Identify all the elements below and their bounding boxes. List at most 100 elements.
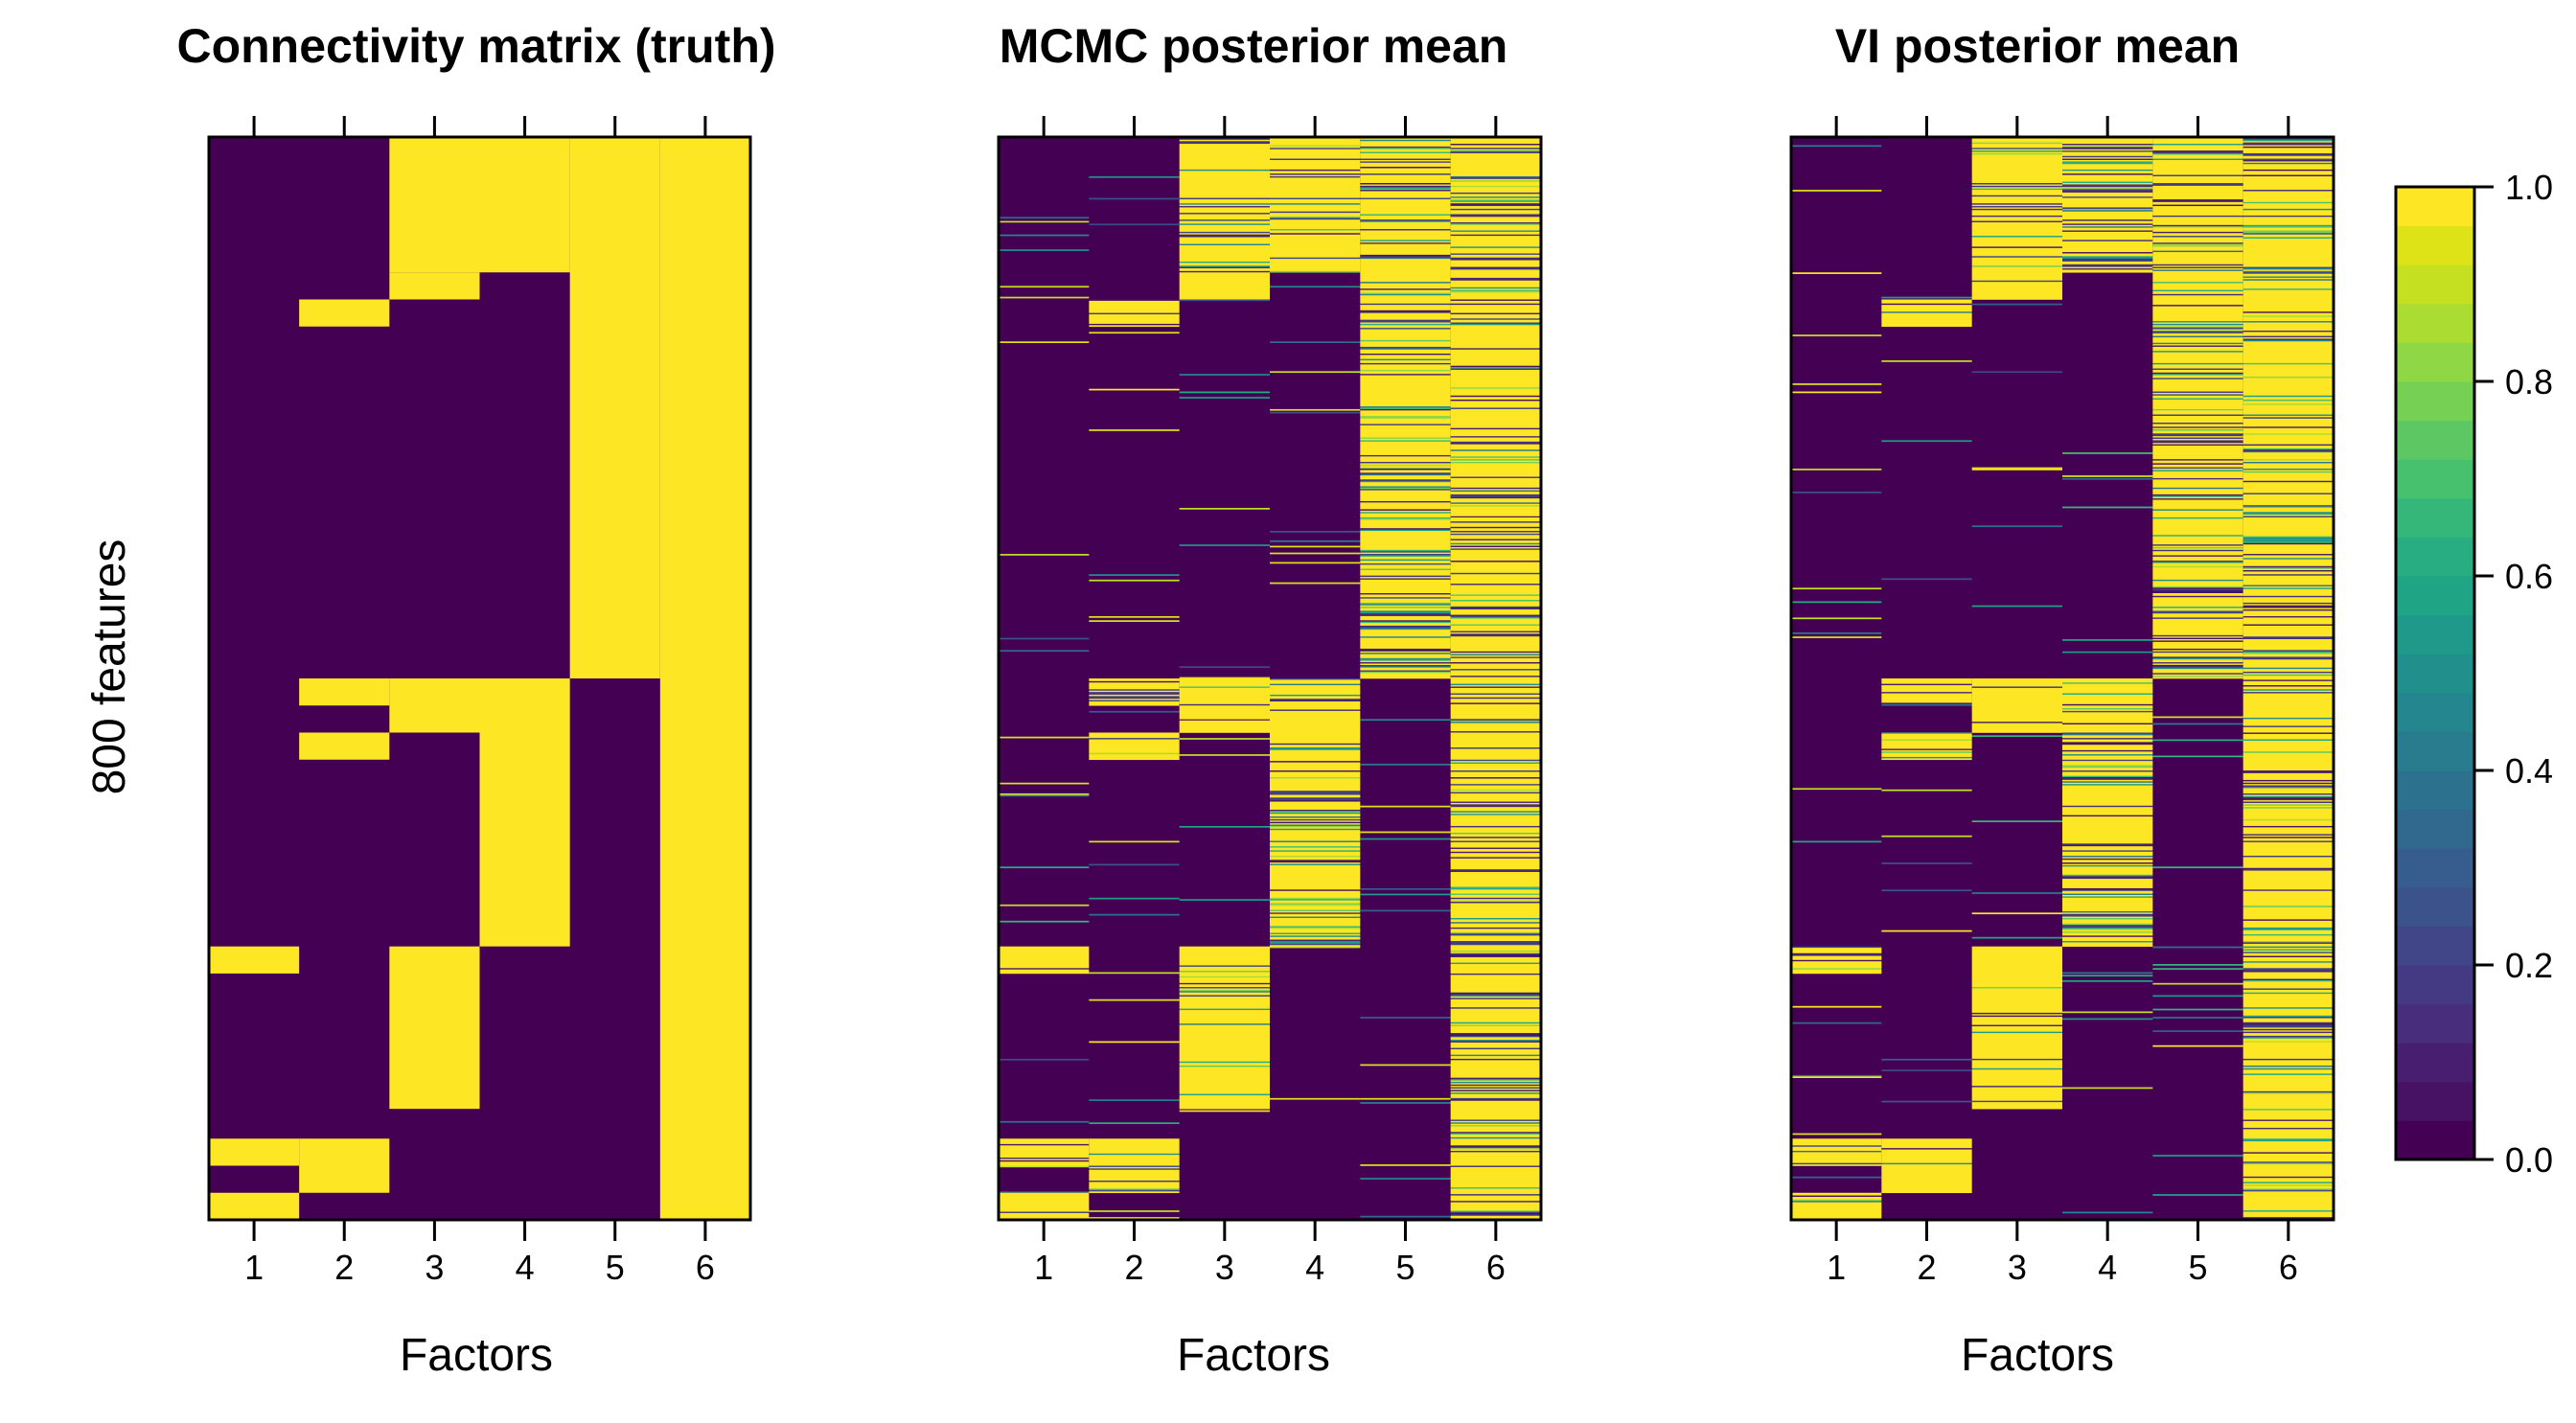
heatmap-cell bbox=[1270, 909, 1361, 912]
heatmap-cell bbox=[2242, 480, 2334, 483]
heatmap-cell bbox=[2242, 625, 2334, 637]
heatmap-cell bbox=[1450, 181, 1541, 187]
heatmap-cell bbox=[2242, 673, 2334, 676]
heatmap-cell bbox=[2152, 673, 2243, 676]
heatmap-cell bbox=[1971, 144, 2062, 149]
heatmap-cell bbox=[1450, 1081, 1541, 1084]
heatmap-cell bbox=[1360, 831, 1451, 834]
heatmap-cell bbox=[1270, 679, 1361, 684]
heatmap-cell bbox=[2242, 433, 2334, 436]
heatmap-cell bbox=[2152, 217, 2243, 226]
heatmap-cell bbox=[2152, 264, 2243, 266]
heatmap-cell bbox=[1881, 739, 1972, 742]
heatmap-cell bbox=[1089, 1189, 1180, 1192]
heatmap-cell bbox=[1089, 1138, 1180, 1155]
heatmap-cell bbox=[1450, 945, 1541, 952]
heatmap-cell bbox=[1270, 160, 1361, 171]
heatmap-cell bbox=[1360, 552, 1451, 555]
heatmap-cell bbox=[1270, 792, 1361, 794]
heatmap-cell bbox=[2062, 815, 2153, 817]
colorbar-swatch bbox=[2396, 537, 2474, 577]
heatmap-cell bbox=[2242, 808, 2334, 820]
heatmap-cell bbox=[1791, 968, 1882, 970]
heatmap-cell bbox=[1450, 722, 1541, 723]
heatmap-cell bbox=[1450, 1100, 1541, 1120]
heatmap-cell bbox=[1360, 161, 1451, 164]
heatmap-cell bbox=[1360, 254, 1451, 257]
heatmap-cell bbox=[1179, 265, 1270, 267]
heatmap-cell bbox=[2242, 801, 2334, 804]
heatmap-cell bbox=[2062, 241, 2153, 253]
heatmap-cell bbox=[1270, 770, 1361, 772]
heatmap-cell bbox=[2242, 752, 2334, 771]
heatmap-cell bbox=[2242, 650, 2334, 653]
heatmap-cell bbox=[1450, 1080, 1541, 1083]
colorbar-tick-label: 0.4 bbox=[2505, 751, 2553, 791]
heatmap-cell bbox=[2242, 605, 2334, 608]
heatmap-cell bbox=[1450, 748, 1541, 761]
heatmap-cell bbox=[1450, 1165, 1541, 1168]
heatmap-cell bbox=[1360, 469, 1451, 471]
heatmap-cell bbox=[1179, 213, 1270, 215]
heatmap-cell bbox=[1450, 495, 1541, 498]
heatmap-cell bbox=[1450, 145, 1541, 149]
heatmap-cell bbox=[1450, 152, 1541, 177]
heatmap-cell bbox=[1089, 678, 1180, 682]
heatmap-cell bbox=[1270, 148, 1361, 150]
heatmap-block bbox=[569, 137, 660, 678]
heatmap-cell bbox=[2152, 634, 2243, 637]
heatmap-cell bbox=[2242, 1164, 2334, 1178]
heatmap-cell bbox=[1270, 899, 1361, 901]
heatmap-cell bbox=[1270, 850, 1361, 853]
heatmap-cell bbox=[2152, 1155, 2243, 1157]
heatmap-cell bbox=[1791, 840, 1882, 843]
heatmap-cell bbox=[1179, 966, 1270, 972]
heatmap-cell bbox=[1450, 975, 1541, 993]
heatmap-cell bbox=[999, 637, 1090, 640]
heatmap-cell bbox=[2062, 149, 2153, 151]
heatmap-cell bbox=[1179, 261, 1270, 264]
colorbar-tick-label: 0.0 bbox=[2505, 1140, 2553, 1180]
heatmap-cell bbox=[1450, 902, 1541, 904]
heatmap-cell bbox=[1881, 1138, 1972, 1149]
heatmap-cell bbox=[2062, 857, 2153, 860]
heatmap-cell bbox=[1791, 1202, 1882, 1221]
heatmap-cell bbox=[1360, 470, 1451, 473]
heatmap-cell bbox=[1360, 328, 1451, 330]
heatmap-cell bbox=[1360, 183, 1451, 185]
heatmap-cell bbox=[1179, 666, 1270, 668]
heatmap-cell bbox=[1450, 1188, 1541, 1195]
heatmap-cell bbox=[1450, 196, 1541, 198]
heatmap-cell bbox=[1450, 1087, 1541, 1090]
panel-title-truth: Connectivity matrix (truth) bbox=[176, 19, 775, 73]
heatmap-cell bbox=[2152, 233, 2243, 237]
heatmap-cell bbox=[2152, 562, 2243, 567]
x-tick-label: 3 bbox=[425, 1248, 444, 1287]
heatmap-cell bbox=[2152, 755, 2243, 758]
heatmap-cell bbox=[2062, 858, 2153, 861]
colorbar-swatch bbox=[2396, 576, 2474, 616]
heatmap-cell bbox=[2062, 231, 2153, 241]
heatmap-cell bbox=[1971, 207, 2062, 210]
heatmap-cell bbox=[1450, 1060, 1541, 1078]
heatmap-cell bbox=[1450, 693, 1541, 696]
heatmap-cell bbox=[1971, 237, 2062, 247]
heatmap-cell bbox=[1270, 827, 1361, 830]
heatmap-cell bbox=[1179, 1065, 1270, 1067]
heatmap-cell bbox=[2242, 541, 2334, 544]
heatmap-cell bbox=[2242, 568, 2334, 571]
heatmap-cell bbox=[2152, 400, 2243, 410]
heatmap-cell bbox=[2242, 784, 2334, 786]
heatmap-cell bbox=[1450, 943, 1541, 946]
x-axis-label-vi: Factors bbox=[1961, 1330, 2114, 1381]
heatmap-cell bbox=[1179, 971, 1270, 973]
heatmap-cell bbox=[1089, 680, 1180, 683]
heatmap-cell bbox=[1360, 141, 1451, 148]
heatmap-cell bbox=[1089, 682, 1180, 690]
heatmap-cell bbox=[1881, 311, 1972, 313]
heatmap-cell bbox=[2242, 144, 2334, 146]
heatmap-cell bbox=[2242, 559, 2334, 567]
heatmap-cell bbox=[2152, 663, 2243, 666]
x-tick-label: 6 bbox=[2279, 1248, 2298, 1287]
heatmap-cell bbox=[2242, 175, 2334, 191]
